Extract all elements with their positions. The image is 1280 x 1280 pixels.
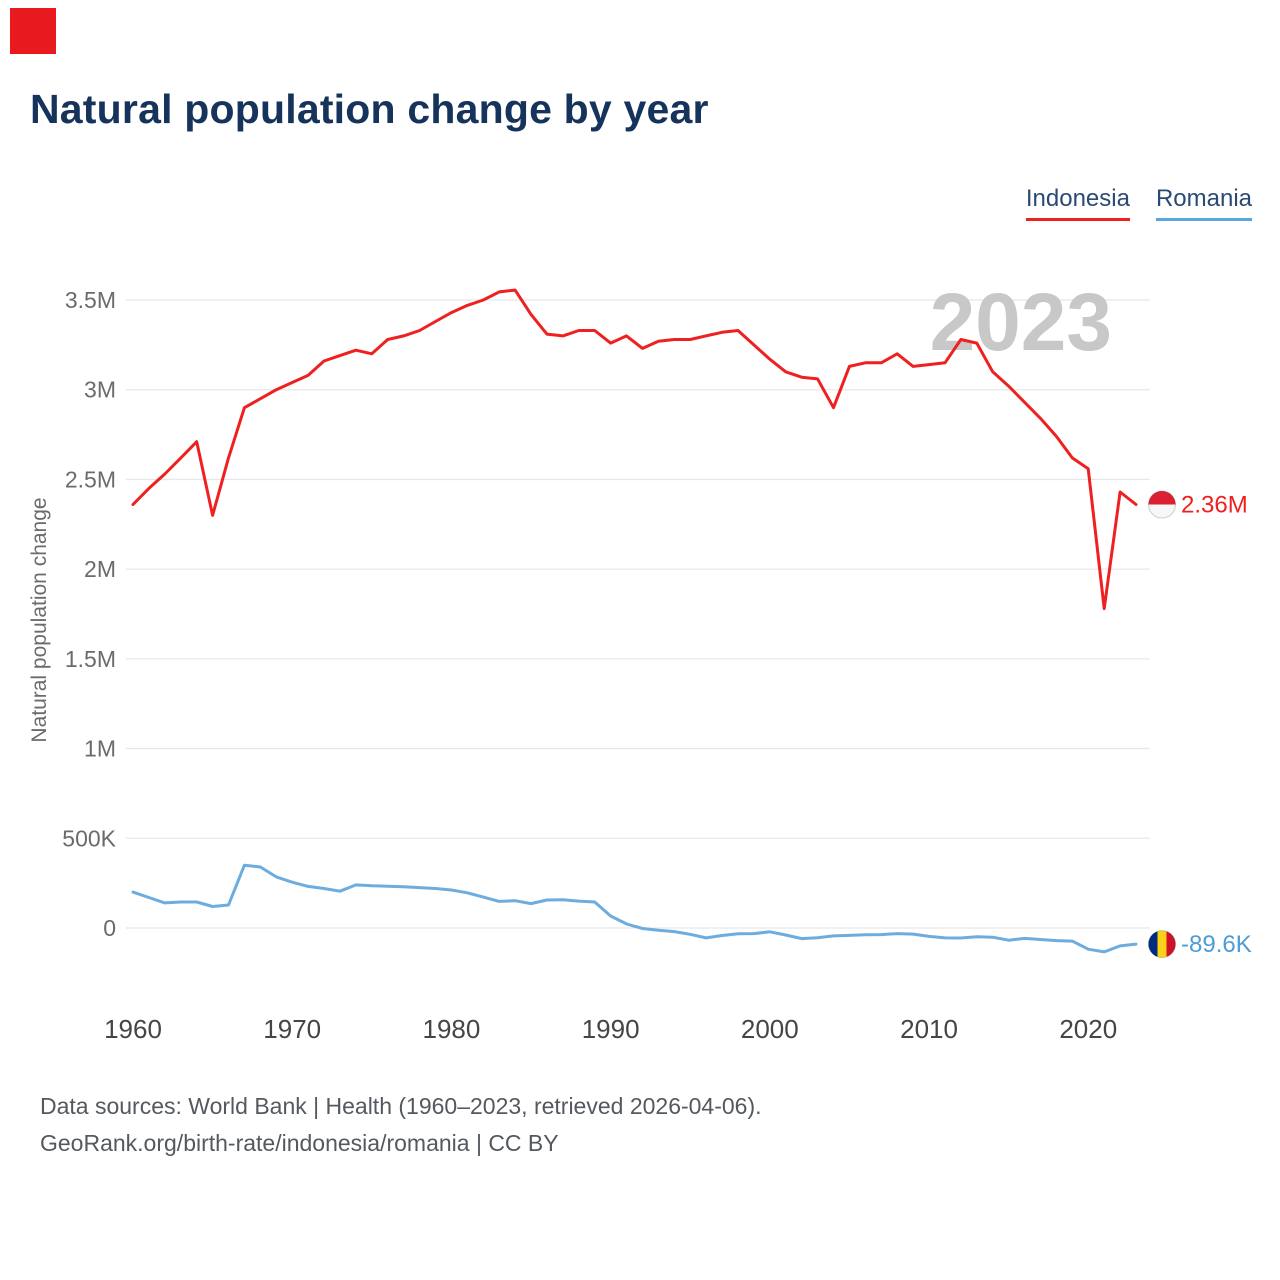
y-tick-label: 0 [103, 915, 116, 941]
x-tick-label: 2000 [741, 1014, 799, 1044]
x-tick-label: 1990 [582, 1014, 640, 1044]
x-tick-label: 1980 [422, 1014, 480, 1044]
watermark-year: 2023 [930, 277, 1112, 368]
end-label-romania: -89.6K [1181, 931, 1252, 958]
footer-attribution: GeoRank.org/birth-rate/indonesia/romania… [40, 1130, 559, 1156]
romania-flag-icon [1148, 930, 1176, 959]
footer-sources: Data sources: World Bank | Health (1960–… [40, 1093, 762, 1119]
x-tick-label: 2020 [1059, 1014, 1117, 1044]
y-tick-label: 2M [84, 556, 116, 582]
series-line-indonesia[interactable] [131, 288, 1138, 611]
y-tick-label: 3M [84, 377, 116, 403]
legend: Indonesia Romania [1025, 185, 1252, 221]
y-tick-label: 3.5M [65, 287, 116, 313]
legend-item-indonesia[interactable]: Indonesia [1025, 185, 1130, 221]
y-tick-label: 1.5M [65, 646, 116, 672]
y-axis-title: Natural population change [28, 497, 51, 742]
chart-title: Natural population change by year [30, 86, 709, 132]
x-tick-label: 2010 [900, 1014, 958, 1044]
footer: Data sources: World Bank | Health (1960–… [40, 1088, 762, 1162]
series-line-romania[interactable] [131, 863, 1138, 954]
legend-item-romania[interactable]: Romania [1155, 185, 1252, 221]
y-tick-label: 1M [84, 736, 116, 762]
x-tick-label: 1970 [263, 1014, 321, 1044]
end-label-indonesia: 2.36M [1181, 492, 1248, 519]
brand-mark [10, 8, 56, 54]
y-tick-label: 2.5M [65, 466, 116, 492]
x-tick-label: 1960 [104, 1014, 162, 1044]
y-tick-label: 500K [62, 825, 116, 851]
indonesia-flag-icon [1148, 490, 1176, 519]
